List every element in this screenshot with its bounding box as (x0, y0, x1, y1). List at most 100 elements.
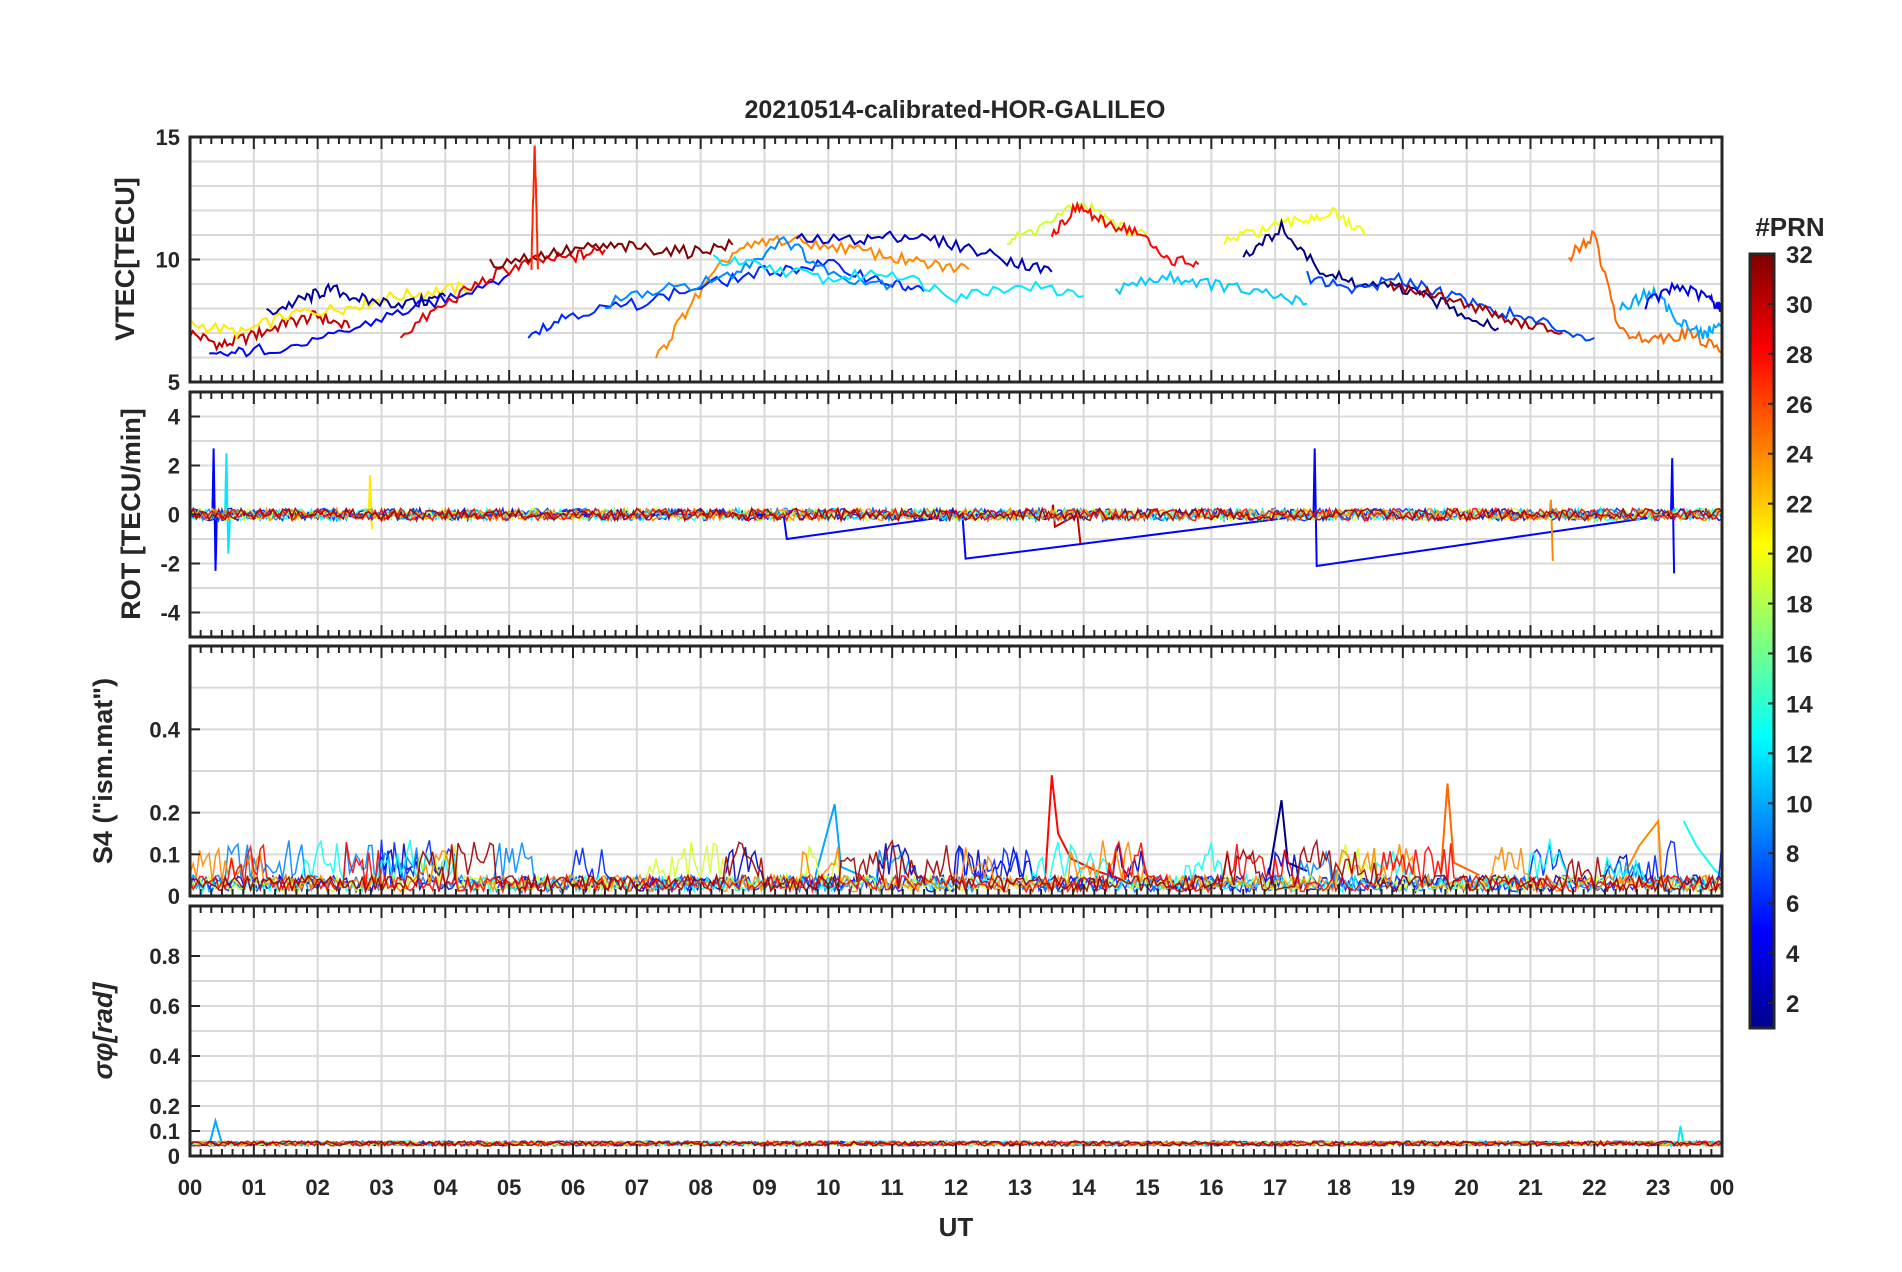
x-tick-label: 19 (1391, 1175, 1415, 1200)
sigma-phi-ticks: 0.8 0.6 0.4 0.20.10 (149, 906, 1723, 1169)
vtec-series-line (1618, 284, 1723, 340)
colorbar-tick-label: 14 (1786, 691, 1813, 718)
vtec-series-line (604, 235, 893, 310)
vtec-series-line (527, 258, 925, 339)
sigma-phi-ytick-label: 0.4 (149, 1044, 180, 1069)
vtec-series-line (189, 281, 478, 340)
x-tick-label: 18 (1327, 1175, 1351, 1200)
vtec-series-line (530, 145, 539, 270)
x-tick-label: 01 (242, 1175, 266, 1200)
s4-series-line (1044, 775, 1123, 881)
rot-ytick-label: 4 (168, 405, 181, 430)
colorbar-tick-label: 28 (1786, 342, 1813, 369)
rot-series-line (1548, 499, 1554, 562)
panel-sigma-phi: 0.8 0.6 0.4 0.20.10 σφ[rad] 00 01 02 03 04 05 06 0… (88, 904, 1734, 1242)
x-tick-label: 09 (752, 1175, 776, 1200)
sigma-phi-grid (190, 906, 1722, 1156)
rot-series-line (224, 453, 232, 554)
x-tick-label: 05 (497, 1175, 521, 1200)
colorbar-tick-label: 2 (1786, 991, 1799, 1018)
vtec-series (189, 145, 1723, 359)
sigma-phi-ytick-label: 0.6 (149, 994, 180, 1019)
vtec-series-line (795, 230, 1053, 275)
vtec-ytick-label: 15 (156, 125, 180, 150)
colorbar-tick-label: 24 (1786, 442, 1813, 469)
vtec-series-line (1389, 280, 1563, 335)
vtec-series-line (1050, 200, 1200, 268)
vtec-series-line (1567, 229, 1723, 354)
colorbar-tick-label: 20 (1786, 542, 1813, 569)
s4-series-line (1440, 783, 1480, 877)
vtec-series-line (655, 234, 970, 359)
colorbar-label: #PRN (1755, 212, 1824, 242)
x-tick-label: 00 (1710, 1175, 1734, 1200)
x-tick-label: 21 (1518, 1175, 1542, 1200)
colorbar-ticks: 32 30 28 26 24 22 20 18 16 14 12 10 8 6 4 2 (1768, 242, 1813, 1018)
s4-series-line (1267, 800, 1308, 876)
x-tick-label: 20 (1454, 1175, 1478, 1200)
s4-ticks: 0.4 0.2 0.1 0 (149, 646, 1723, 909)
x-tick-label: 23 (1646, 1175, 1670, 1200)
sigma-phi-ytick-label: 0 (168, 1144, 180, 1169)
s4-series-line (814, 804, 861, 877)
sigma-phi-ytick-label: 0.1 (149, 1119, 180, 1144)
panel-vtec: 15 10 5 VTEC[TECU] (110, 125, 1724, 395)
x-tick-label: 10 (816, 1175, 840, 1200)
rot-ticks: 4 2 0 -2 -4 (160, 392, 1723, 637)
x-axis-label: UT (939, 1212, 974, 1242)
colorbar-tick-label: 8 (1786, 841, 1799, 868)
x-tick-label: 14 (1071, 1175, 1096, 1200)
vtec-series-line (1223, 206, 1366, 245)
s4-series-line (1619, 818, 1663, 884)
colorbar: #PRN 32 30 28 26 24 22 20 18 16 14 12 10 8 6 4 2 (1748, 212, 1825, 1030)
x-tick-label: 06 (561, 1175, 585, 1200)
vtec-series-line (209, 273, 510, 358)
rot-series-line (1050, 504, 1082, 545)
x-tick-label: 17 (1263, 1175, 1287, 1200)
panel-rot: 4 2 0 -2 -4 ROT [TECU/min] (116, 390, 1724, 639)
s4-ytick-label: 0.1 (149, 842, 180, 867)
x-tick-label: 13 (1008, 1175, 1032, 1200)
rot-ytick-label: -4 (160, 601, 180, 626)
rot-ytick-label: 2 (168, 454, 180, 479)
vtec-series-line (1114, 269, 1308, 306)
x-tick-label: 15 (1135, 1175, 1159, 1200)
figure-title: 20210514-calibrated-HOR-GALILEO (745, 96, 1166, 124)
colorbar-tick-label: 18 (1786, 592, 1813, 619)
x-tick-label: 04 (433, 1175, 458, 1200)
vtec-series-line (399, 245, 606, 339)
colorbar-tick-label: 10 (1786, 791, 1813, 818)
x-tick-label: 02 (305, 1175, 329, 1200)
colorbar-tick-label: 6 (1786, 891, 1799, 918)
colorbar-tick-label: 26 (1786, 392, 1813, 419)
sigma-phi-ylabel: σφ[rad] (88, 982, 118, 1080)
colorbar-gradient (1748, 252, 1776, 1030)
vtec-ytick-label: 5 (168, 370, 180, 395)
colorbar-tick-label: 32 (1786, 242, 1813, 269)
rot-ytick-label: -2 (160, 552, 180, 577)
rot-series (189, 448, 1723, 574)
x-tick-label: 08 (688, 1175, 712, 1200)
sigma-phi-ytick-label: 0.8 (149, 944, 180, 969)
rot-noise-line (189, 506, 1723, 523)
sigma-phi-series-line (208, 1117, 223, 1147)
x-tick-label: 00 (178, 1175, 202, 1200)
colorbar-tick-label: 4 (1786, 941, 1800, 968)
sigma-phi-ytick-label: 0.2 (149, 1094, 180, 1119)
panel-s4: 0.4 0.2 0.1 0 S4 ("ism.mat") (88, 644, 1724, 909)
vtec-ytick-label: 10 (156, 248, 180, 273)
s4-ytick-label: 0 (168, 884, 180, 909)
x-tick-labels: 00 01 02 03 04 05 06 07 08 09 10 11 12 13 14 15 16 17 18 19… (178, 1175, 1734, 1200)
x-tick-label: 07 (625, 1175, 649, 1200)
vtec-series-line (189, 309, 351, 352)
colorbar-tick-label: 16 (1786, 641, 1813, 668)
vtec-series-line (1644, 281, 1723, 312)
sigma-phi-noise-line (189, 1139, 1723, 1148)
colorbar-tick-label: 22 (1786, 492, 1813, 519)
vtec-series-line (266, 282, 447, 316)
rot-series-line (211, 448, 1676, 574)
sigma-phi-series-line (1676, 1125, 1685, 1147)
x-tick-label: 03 (369, 1175, 393, 1200)
x-tick-label: 22 (1582, 1175, 1606, 1200)
s4-ylabel: S4 ("ism.mat") (88, 678, 118, 864)
